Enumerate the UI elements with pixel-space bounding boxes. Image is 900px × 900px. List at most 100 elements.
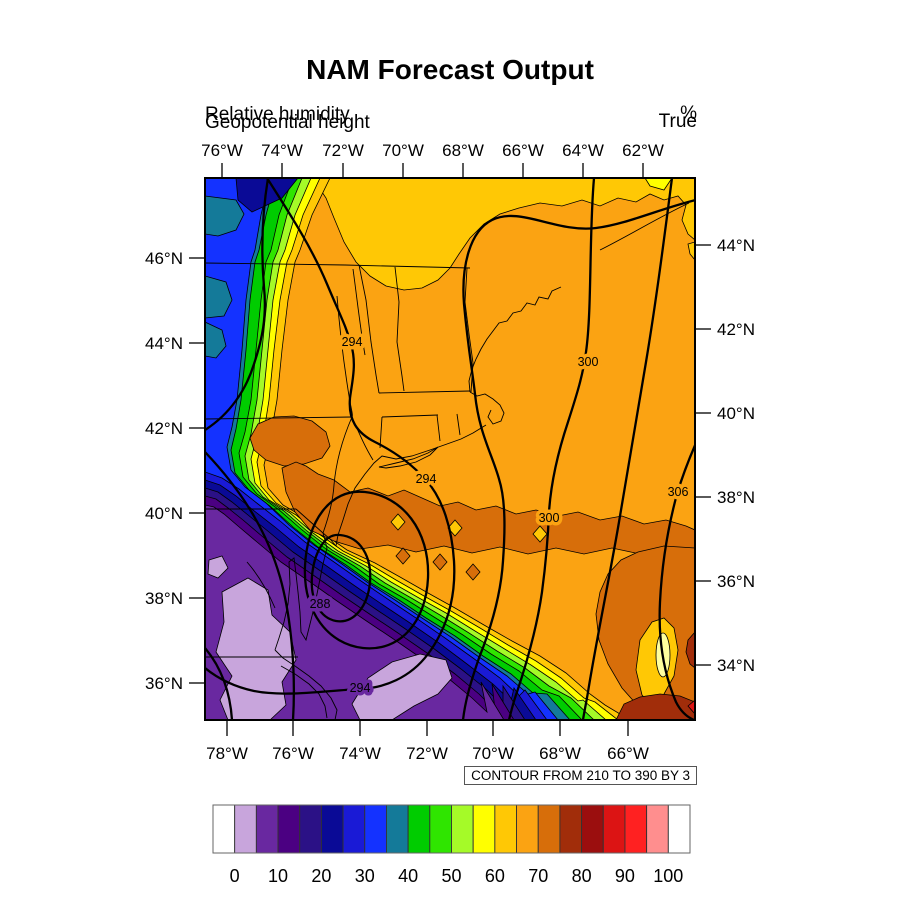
coast-ct-nj <box>322 443 448 548</box>
contour-arc-sw-2 <box>205 647 234 720</box>
map-layers: 294 294 300 300 306 288 294 <box>205 178 695 720</box>
rh-patch-teal-3 <box>205 321 227 359</box>
border-ma-north <box>378 390 471 394</box>
axis-ticks-and-labels: 76°W 74°W 72°W 70°W 68°W 66°W 64°W 62°W 78°W 76°W… <box>145 141 755 763</box>
tick-label-top-6: 64°W <box>562 141 604 160</box>
tick-label-bottom-0: 78°W <box>206 744 248 763</box>
colorbar-cell-11 <box>451 804 474 854</box>
rh-diamond-choc-3 <box>465 563 481 581</box>
colorbar-cell-9 <box>407 804 431 854</box>
contour-294-main <box>205 178 456 695</box>
colorbar-label-0: 0 <box>230 866 240 886</box>
colorbar-label-10: 100 <box>653 866 683 886</box>
colorbar-cell-8 <box>386 804 409 854</box>
contour-label-300-b: 300 <box>539 511 560 525</box>
tick-label-right-0: 44°N <box>717 236 755 255</box>
colorbar-cell-19 <box>624 804 648 854</box>
height-contour-labels: 294 294 300 300 306 288 294 <box>306 332 692 699</box>
contour-297 <box>461 199 695 720</box>
tick-label-bottom-1: 76°W <box>272 744 314 763</box>
colorbar-cell-12 <box>472 804 496 854</box>
contour-info-box: CONTOUR FROM 210 TO 390 BY 3 <box>464 766 697 785</box>
coast-cape-cod <box>446 391 505 445</box>
border-ma-ct-ri <box>379 413 461 449</box>
colorbar-label-2: 20 <box>311 866 331 886</box>
rh-patch-teal-1 <box>205 195 245 237</box>
river-potomac <box>246 561 276 609</box>
rh-fill-red-corner <box>687 699 695 715</box>
tick-label-top-0: 76°W <box>201 141 243 160</box>
border-vt-nh <box>394 266 405 392</box>
contour-label-288: 288 <box>310 597 331 611</box>
tick-label-right-3: 38°N <box>717 488 755 507</box>
tick-label-top-4: 68°W <box>442 141 484 160</box>
rh-diamond-choc-1 <box>395 547 411 565</box>
rh-fill-lavender-2 <box>351 653 453 720</box>
tick-label-bottom-6: 66°W <box>607 744 649 763</box>
colorbar-cell-1 <box>234 804 257 854</box>
colorbar-cell-13 <box>494 804 517 854</box>
tick-label-right-1: 42°N <box>717 320 755 339</box>
colorbar-cell-3 <box>277 804 301 854</box>
tick-label-left-3: 40°N <box>145 504 183 523</box>
rh-hole-gold-1 <box>390 513 406 531</box>
colorbar-label-3: 30 <box>355 866 375 886</box>
colorbar-cell-17 <box>581 804 604 854</box>
contour-closed-288 <box>310 533 372 623</box>
tick-label-bottom-4: 70°W <box>472 744 514 763</box>
colorbar-cell-20 <box>646 804 669 854</box>
border-me-nb <box>599 202 690 251</box>
tick-label-left-5: 36°N <box>145 674 183 693</box>
tick-label-top-1: 74°W <box>261 141 303 160</box>
height-contours <box>205 178 695 720</box>
contour-arc-sw-1 <box>205 451 295 720</box>
contour-label-300-a: 300 <box>578 355 599 369</box>
contour-300 <box>507 178 596 720</box>
colorbar-cell-6 <box>342 804 366 854</box>
colorbar-label-1: 10 <box>268 866 288 886</box>
colorbar-label-7: 70 <box>528 866 548 886</box>
colorbar-cell-21 <box>667 804 691 854</box>
rh-fill-gold-edge <box>687 241 695 261</box>
rh-fill-maroon-edge <box>685 631 695 669</box>
projection-label: True <box>658 111 697 132</box>
tick-label-bottom-3: 72°W <box>406 744 448 763</box>
tick-label-bottom-5: 68°W <box>539 744 581 763</box>
colorbar-cell-16 <box>559 804 583 854</box>
river-delaware <box>322 416 353 534</box>
colorbar: 0 10 20 30 40 50 60 70 80 90 100 <box>212 804 691 886</box>
contour-306 <box>658 442 695 720</box>
tick-label-left-1: 44°N <box>145 334 183 353</box>
contour-label-294-c: 294 <box>350 681 371 695</box>
tick-label-right-5: 34°N <box>717 656 755 675</box>
tick-label-top-5: 66°W <box>502 141 544 160</box>
border-pa-ny <box>205 416 353 420</box>
colorbar-label-5: 50 <box>441 866 461 886</box>
colorbar-cell-0 <box>212 804 236 854</box>
tick-label-right-4: 36°N <box>717 572 755 591</box>
rh-patch-navy-nw <box>235 178 299 213</box>
contour-label-294-a: 294 <box>342 335 363 349</box>
colorbar-label-6: 60 <box>485 866 505 886</box>
contour-303 <box>581 178 674 720</box>
rh-patch-choc-bean <box>249 415 331 467</box>
fill-field-label: Relative humidity <box>205 104 350 125</box>
colorbar-cell-15 <box>537 804 561 854</box>
tick-label-left-0: 46°N <box>145 249 183 268</box>
colorbar-cell-7 <box>364 804 387 854</box>
tick-label-left-2: 42°N <box>145 419 183 438</box>
tick-label-bottom-2: 74°W <box>339 744 381 763</box>
coast-maine <box>468 286 562 393</box>
colorbar-cell-4 <box>299 804 322 854</box>
plot-title: NAM Forecast Output <box>306 54 594 85</box>
rh-diamond-choc-2 <box>432 553 448 571</box>
tick-label-left-4: 38°N <box>145 589 183 608</box>
contour-291-west <box>205 178 270 431</box>
map-frame <box>204 177 696 721</box>
units-label: % <box>680 103 697 124</box>
line-field-label: Geopotential height <box>205 112 370 133</box>
rh-fill-yellow-corner <box>644 178 673 191</box>
border-canada <box>205 262 471 269</box>
rh-hole-gold-2 <box>447 519 463 537</box>
